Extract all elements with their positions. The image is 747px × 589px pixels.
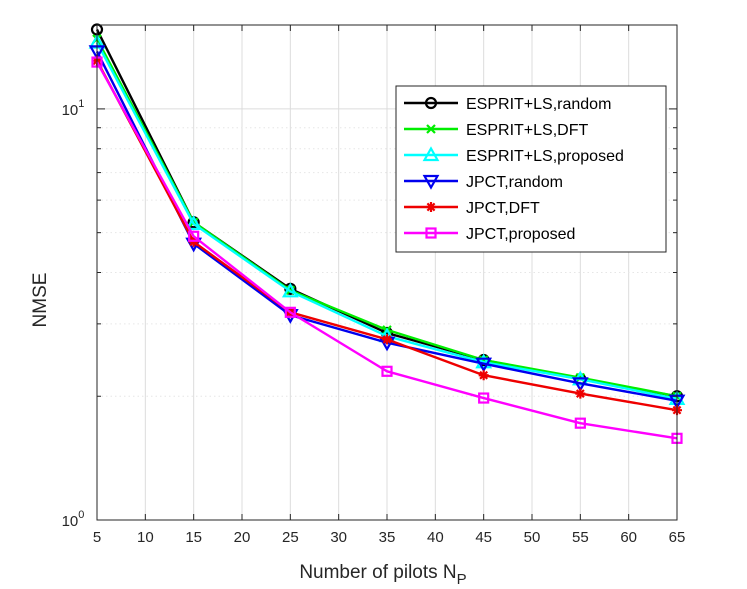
x-tick-label: 55 bbox=[572, 529, 589, 546]
legend-label: ESPRIT+LS,proposed bbox=[466, 148, 624, 165]
x-tick-label: 50 bbox=[524, 529, 541, 546]
legend-marker bbox=[424, 96, 438, 110]
x-tick-label: 40 bbox=[427, 529, 444, 546]
tick-labels: 5 10 15 20 25 30 35 40 45 50 55 60 65 100 101 bbox=[62, 98, 686, 546]
x-axis-label-subscript: P bbox=[457, 571, 467, 588]
x-tick-label: 15 bbox=[185, 529, 202, 546]
data-point bbox=[475, 353, 493, 369]
x-tick-label: 20 bbox=[234, 529, 251, 546]
series-line bbox=[95, 61, 678, 440]
y-tick-label: 100 bbox=[62, 509, 85, 530]
x-tick-label: 30 bbox=[330, 529, 347, 546]
legend-label: ESPRIT+LS,random bbox=[466, 96, 611, 113]
legend-entry: ESPRIT+LS,random bbox=[404, 96, 611, 113]
legend-entry: JPCT,random bbox=[404, 174, 563, 191]
legend-marker bbox=[422, 174, 440, 190]
y-axis-label: NMSE bbox=[30, 273, 51, 328]
legend-box bbox=[395, 85, 667, 253]
data-point bbox=[281, 282, 299, 298]
legend-label: ESPRIT+LS,DFT bbox=[466, 122, 588, 139]
grid bbox=[96, 25, 678, 521]
legend-label: JPCT,DFT bbox=[466, 200, 540, 217]
legend: ESPRIT+LS,random ESPRIT+LS,DFT ESPRIT+LS,p… bbox=[395, 85, 667, 253]
x-tick-label: 25 bbox=[282, 529, 299, 546]
legend-marker bbox=[426, 202, 436, 212]
x-tick-label: 5 bbox=[93, 529, 101, 546]
x-tick-label: 45 bbox=[475, 529, 492, 546]
data-point bbox=[188, 230, 200, 242]
data-point bbox=[574, 417, 586, 429]
data-point bbox=[382, 334, 392, 345]
x-axis-label-main: Number of pilots N bbox=[299, 562, 456, 583]
data-point bbox=[381, 365, 393, 377]
legend-entry: ESPRIT+LS,DFT bbox=[404, 122, 588, 139]
data-point bbox=[478, 370, 489, 381]
legend-entry: JPCT,proposed bbox=[404, 226, 575, 243]
x-axis-label: Number of pilots NP bbox=[299, 562, 466, 588]
legend-label: JPCT,proposed bbox=[466, 226, 575, 243]
legend-marker bbox=[426, 124, 436, 134]
x-tick-label: 65 bbox=[669, 529, 686, 546]
x-tick-label: 35 bbox=[379, 529, 396, 546]
legend-entry: JPCT,DFT bbox=[404, 200, 540, 217]
ticks bbox=[96, 25, 678, 521]
x-tick-label: 10 bbox=[137, 529, 154, 546]
data-point bbox=[284, 306, 296, 318]
legend-marker bbox=[425, 227, 437, 239]
data-point bbox=[575, 388, 586, 399]
legend-marker bbox=[422, 146, 440, 162]
data-point bbox=[475, 357, 493, 373]
legend-entry: ESPRIT+LS,proposed bbox=[404, 146, 624, 165]
y-tick-label: 101 bbox=[62, 98, 85, 119]
data-point bbox=[478, 392, 490, 404]
data-point bbox=[571, 377, 589, 393]
x-tick-label: 60 bbox=[620, 529, 637, 546]
data-point bbox=[185, 215, 203, 231]
legend-label: JPCT,random bbox=[466, 174, 563, 191]
